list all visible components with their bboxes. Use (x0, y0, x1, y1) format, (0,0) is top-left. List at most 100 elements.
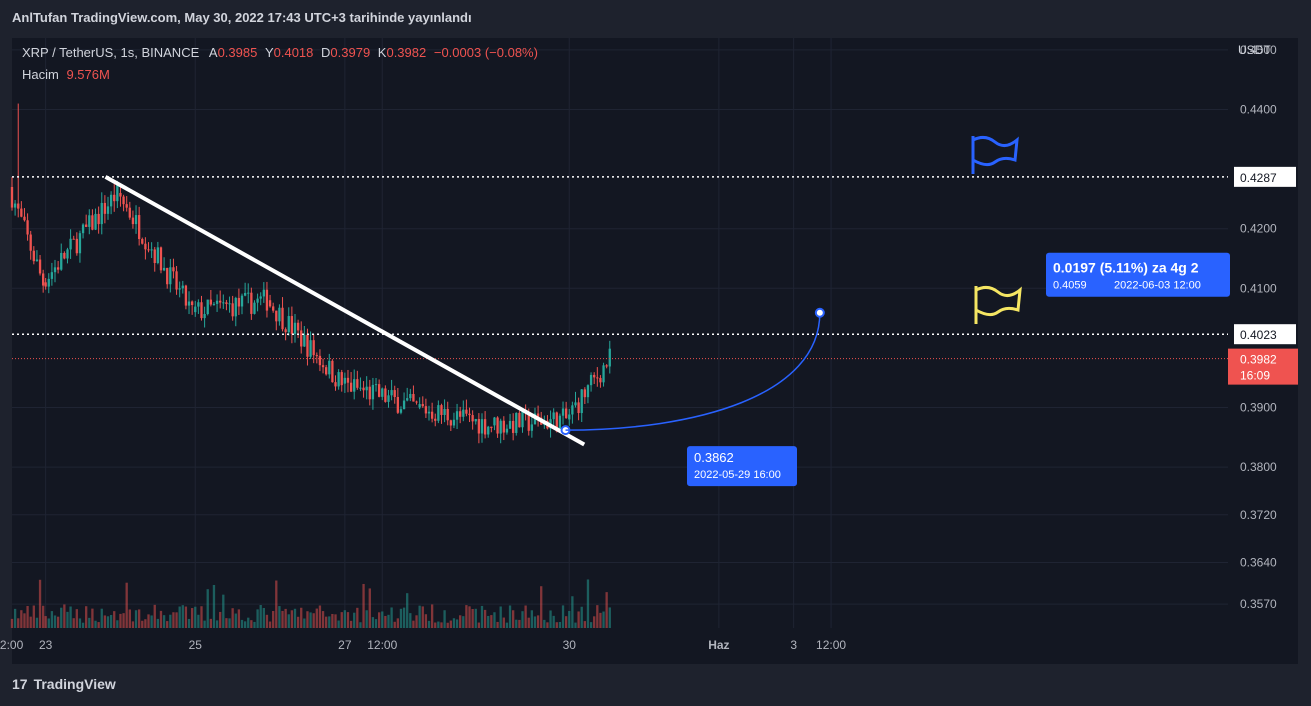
volume-bar (589, 622, 593, 628)
volume-bar (349, 620, 353, 628)
candle-body (368, 386, 371, 400)
volume-bar (13, 608, 17, 628)
volume-bar (536, 615, 540, 628)
volume-bar (468, 606, 471, 628)
volume-bar (32, 605, 35, 628)
volume-bar (530, 610, 534, 628)
volume-bar (574, 622, 577, 628)
volume-bar (543, 619, 546, 628)
candle-body (402, 400, 406, 410)
volume-bar (437, 621, 440, 628)
candle-body (459, 411, 462, 417)
volume-bar (153, 604, 156, 628)
volume-bar (440, 622, 443, 628)
candle-body (94, 213, 97, 230)
projection-date: 2022-06-03 12:00 (1114, 280, 1201, 292)
volume-bar (533, 616, 537, 628)
volume-bar (181, 605, 184, 628)
y-tick-label: 0.3570 (1240, 597, 1277, 611)
volume-bar (402, 607, 406, 628)
volume-bar (577, 611, 580, 628)
volume-bar (23, 613, 26, 628)
volume-bar (337, 620, 340, 628)
volume-bar (465, 605, 468, 628)
volume-bar (109, 614, 113, 628)
volume-bar (315, 608, 318, 628)
volume-bar (580, 606, 583, 628)
candle-body (377, 384, 381, 397)
trendline[interactable] (104, 175, 586, 447)
volume-bar (505, 622, 509, 628)
candle-body (29, 234, 32, 251)
volume-bar (527, 617, 530, 628)
candle-body (471, 415, 474, 422)
current-price-label: 0.3982 (1240, 353, 1277, 367)
candle-body (56, 267, 60, 270)
candle-body (17, 203, 20, 209)
chart-panel[interactable] (12, 38, 1298, 664)
tradingview-footer[interactable]: 17 TradingView (12, 676, 116, 692)
volume-bar (200, 606, 203, 628)
candle-body (356, 379, 359, 388)
volume-bar (583, 621, 587, 628)
volume-bar (194, 606, 197, 628)
candle-body (468, 413, 471, 416)
candle-body (219, 300, 222, 303)
volume-bar (290, 610, 294, 628)
candle-body (203, 314, 206, 319)
candle-body (162, 267, 166, 271)
candle-body (91, 215, 94, 230)
candle-body (172, 267, 175, 272)
y-tick-label: 0.3900 (1240, 400, 1277, 414)
x-tick-label: 30 (563, 638, 577, 652)
volume-bar (512, 610, 515, 628)
volume-bar (187, 618, 191, 628)
candle-body (365, 386, 368, 391)
tradingview-logo-icon: 17 (12, 676, 28, 692)
volume-bar (331, 614, 334, 628)
candle-body (406, 398, 409, 401)
low-point-date: 2022-05-29 16:00 (694, 469, 781, 481)
candle-body (209, 299, 213, 305)
volume-bar (449, 620, 452, 628)
low-point-callout[interactable] (687, 446, 797, 487)
candle-body (449, 420, 452, 426)
candle-body (574, 402, 577, 406)
candle-body (250, 292, 253, 314)
candle-body (113, 194, 116, 202)
volume-bar (564, 616, 568, 628)
candle-body (66, 249, 69, 259)
yellow-flag-icon[interactable] (974, 285, 1022, 324)
candle-body (362, 387, 365, 391)
volume-bar (278, 606, 281, 628)
candle-body (194, 306, 197, 313)
candle-body (455, 411, 459, 420)
volume-bar (459, 615, 462, 628)
current-price-tag (1228, 348, 1298, 385)
candle-body (465, 409, 468, 414)
countdown-label: 16:09 (1240, 369, 1270, 383)
candle-body (387, 395, 390, 402)
candle-body (334, 382, 337, 387)
y-tick-label: 0.4200 (1240, 222, 1277, 236)
candle-body (144, 243, 147, 250)
candle-body (78, 233, 82, 254)
projection-curve[interactable] (565, 312, 821, 431)
candle-body (346, 377, 350, 383)
candle-body (521, 411, 524, 428)
symbol-name[interactable]: XRP / TetherUS, 1s, BINANCE (22, 45, 200, 60)
blue-flag-icon[interactable] (971, 135, 1019, 174)
candle-body (343, 377, 347, 384)
projection-callout[interactable] (1046, 252, 1230, 297)
candle-body (225, 302, 228, 304)
candle-body (240, 295, 244, 307)
candle-body (409, 393, 412, 399)
volume-bar (78, 618, 82, 628)
candle-body (499, 420, 502, 434)
candle-body (268, 300, 272, 307)
candle-body (85, 224, 88, 227)
volume-bar (131, 621, 135, 628)
symbol-legend: XRP / TetherUS, 1s, BINANCE A0.3985 Y0.4… (22, 45, 538, 60)
projection-end-point[interactable] (814, 307, 825, 318)
